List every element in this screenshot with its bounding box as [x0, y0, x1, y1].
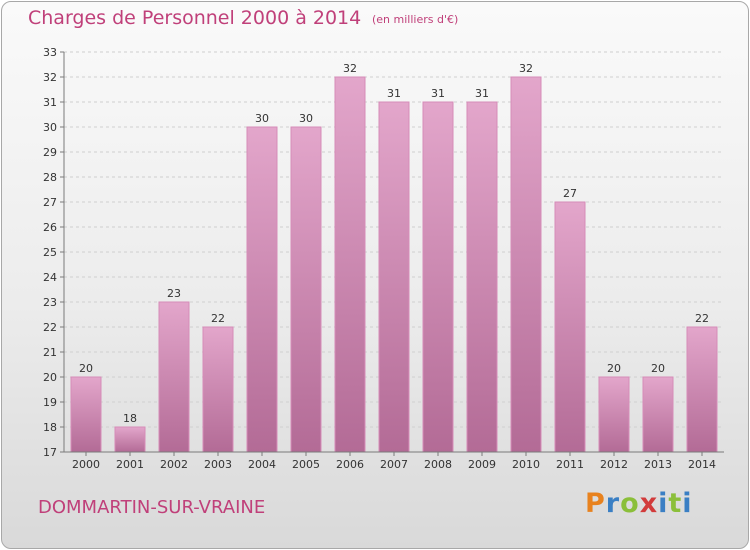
bar-value-label: 27 — [563, 187, 577, 200]
x-tick-label: 2013 — [644, 458, 672, 471]
logo-letter: i — [682, 488, 692, 519]
bar — [115, 427, 145, 452]
bar-value-label: 18 — [123, 412, 137, 425]
x-tick-label: 2009 — [468, 458, 496, 471]
bar-value-label: 22 — [695, 312, 709, 325]
bar — [379, 102, 409, 452]
x-tick-label: 2003 — [204, 458, 232, 471]
logo-letter: o — [620, 488, 640, 519]
bar-value-label: 32 — [343, 62, 357, 75]
chart-subtitle: (en milliers d'€) — [372, 13, 458, 26]
bar-value-label: 31 — [387, 87, 401, 100]
bar-value-label: 30 — [299, 112, 313, 125]
bar — [687, 327, 717, 452]
commune-name: DOMMARTIN-SUR-VRAINE — [38, 497, 265, 518]
y-tick-label: 31 — [43, 96, 57, 109]
y-tick-label: 26 — [43, 221, 57, 234]
bar — [247, 127, 277, 452]
y-tick-label: 21 — [43, 346, 57, 359]
bar — [643, 377, 673, 452]
y-tick-label: 29 — [43, 146, 57, 159]
bar — [511, 77, 541, 452]
y-tick-label: 27 — [43, 196, 57, 209]
y-tick-label: 28 — [43, 171, 57, 184]
logo-letter: r — [606, 488, 620, 519]
y-tick-label: 24 — [43, 271, 57, 284]
y-tick-label: 22 — [43, 321, 57, 334]
bar — [159, 302, 189, 452]
bar — [599, 377, 629, 452]
bar-value-label: 20 — [79, 362, 93, 375]
x-tick-label: 2014 — [688, 458, 716, 471]
x-tick-label: 2011 — [556, 458, 584, 471]
x-tick-label: 2005 — [292, 458, 320, 471]
y-tick-label: 23 — [43, 296, 57, 309]
bar-value-label: 20 — [607, 362, 621, 375]
bar — [203, 327, 233, 452]
bar — [71, 377, 101, 452]
bar — [467, 102, 497, 452]
bar — [335, 77, 365, 452]
x-tick-label: 2012 — [600, 458, 628, 471]
y-tick-label: 25 — [43, 246, 57, 259]
x-tick-label: 2008 — [424, 458, 452, 471]
x-tick-label: 2010 — [512, 458, 540, 471]
x-tick-label: 2002 — [160, 458, 188, 471]
proxiti-logo: Proxiti — [585, 488, 693, 519]
bar-value-label: 22 — [211, 312, 225, 325]
x-tick-label: 2004 — [248, 458, 276, 471]
x-tick-label: 2006 — [336, 458, 364, 471]
bar-value-label: 23 — [167, 287, 181, 300]
y-tick-label: 33 — [43, 46, 57, 59]
logo-letter: x — [640, 488, 658, 519]
bar — [555, 202, 585, 452]
logo-letter: i — [658, 488, 668, 519]
bar — [423, 102, 453, 452]
y-tick-label: 32 — [43, 71, 57, 84]
logo-letter: t — [668, 488, 682, 519]
bar-value-label: 20 — [651, 362, 665, 375]
bar-value-label: 31 — [475, 87, 489, 100]
logo-letter: P — [585, 488, 606, 519]
bar-value-label: 32 — [519, 62, 533, 75]
x-tick-label: 2000 — [72, 458, 100, 471]
x-tick-label: 2001 — [116, 458, 144, 471]
y-tick-label: 30 — [43, 121, 57, 134]
y-tick-label: 17 — [43, 446, 57, 459]
y-tick-label: 19 — [43, 396, 57, 409]
y-tick-label: 20 — [43, 371, 57, 384]
x-tick-label: 2007 — [380, 458, 408, 471]
y-tick-label: 18 — [43, 421, 57, 434]
bar-value-label: 31 — [431, 87, 445, 100]
bar-value-label: 30 — [255, 112, 269, 125]
chart-title: Charges de Personnel 2000 à 2014 — [28, 7, 361, 29]
bar — [291, 127, 321, 452]
